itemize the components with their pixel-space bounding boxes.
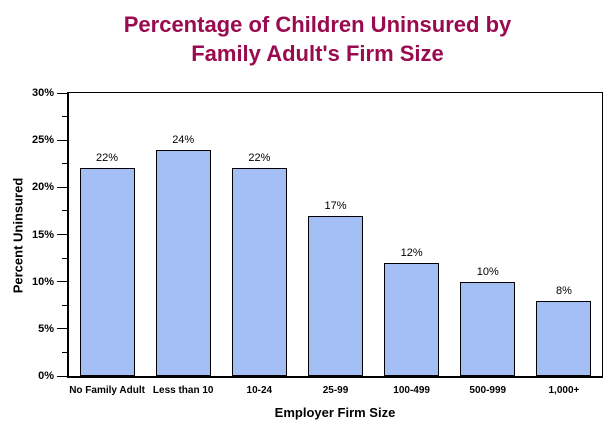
x-tick-label: Less than 10 [152,385,214,396]
y-major-tick [57,92,67,94]
y-minor-tick [62,116,67,118]
chart-title-line2: Family Adult's Firm Size [191,41,444,66]
bar-value-label: 8% [555,284,572,297]
y-major-tick [57,139,67,141]
y-tick-label: 10% [31,275,54,288]
y-tick-label: 30% [31,87,54,99]
chart-title-line1: Percentage of Children Uninsured by [123,12,512,37]
bar [231,168,287,376]
y-minor-tick [62,257,67,259]
y-major-tick [57,234,67,235]
y-tick-label: 0% [38,370,54,382]
bar-value-label: 17% [324,199,347,212]
bar [308,215,363,376]
x-tick-label: 10-24 [246,385,273,396]
bar [460,281,516,376]
bar-value-label: 24% [172,133,195,146]
bar-value-label: 22% [96,152,119,165]
x-tick-label: 100-499 [393,385,430,396]
y-major-tick [57,375,67,377]
x-tick-label: 25-99 [322,385,349,396]
y-tick-label: 5% [38,322,54,335]
y-minor-tick [62,304,67,306]
y-minor-tick [62,351,67,353]
x-axis-title: Employer Firm Size [274,405,396,420]
bar [79,168,135,376]
bar [536,300,592,376]
chart-title: Percentage of Children Uninsured by Fami… [20,10,615,68]
y-tick-label: 25% [31,134,54,147]
y-minor-tick [62,210,67,212]
bar [384,262,440,376]
y-major-tick [57,281,67,283]
bar-value-label: 22% [248,152,271,165]
y-minor-tick [62,163,67,165]
y-major-tick [57,186,67,188]
x-tick-label: 500-999 [469,385,507,396]
bar-value-label: 10% [476,265,499,278]
y-tick-label: 15% [31,228,54,241]
x-tick-label: 1,000+ [548,385,580,396]
y-major-tick [57,328,67,330]
y-tick-label: 20% [31,181,54,194]
x-tick-label: No Family Adult [69,385,145,396]
bar [155,149,211,376]
bar-value-label: 12% [400,246,423,259]
